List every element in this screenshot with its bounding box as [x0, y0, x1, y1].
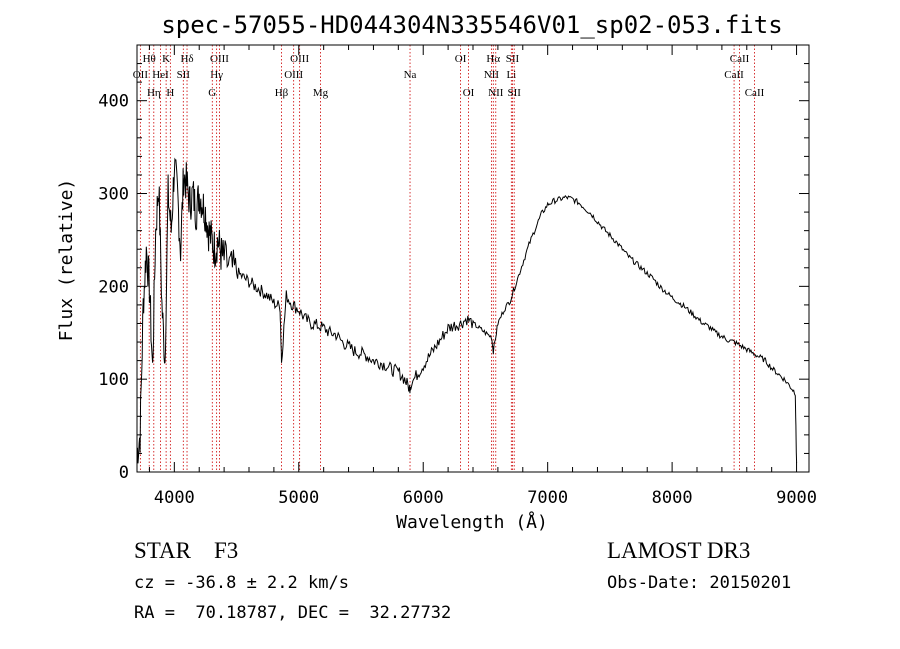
observation-date: Obs-Date: 20150201: [607, 573, 792, 593]
x-tick-label: 7000: [527, 488, 568, 508]
line-label-6: Hδ: [180, 53, 193, 65]
line-label-11: Hβ: [275, 87, 289, 99]
y-tick-label: 200: [98, 277, 129, 297]
line-label-4: HeI: [152, 69, 169, 81]
y-tick-label: 0: [119, 463, 129, 483]
plot-frame: [136, 44, 810, 473]
line-label-9: Hγ: [210, 69, 223, 81]
y-tick-label: 100: [98, 370, 129, 390]
line-label-26: CaII: [745, 87, 765, 99]
line-label-18: Hα: [486, 53, 500, 65]
line-label-8: OIII: [210, 53, 229, 65]
x-tick-label: 5000: [278, 488, 319, 508]
x-tick-label: 8000: [652, 488, 693, 508]
line-label-14: Mg: [313, 87, 329, 99]
line-label-1: Hθ: [143, 53, 156, 65]
spectral-line-markers: OII Hθ Hη K HeI H Hδ SII OIII Hγ G Hβ OIII OIII Mg Na OI…: [133, 45, 765, 472]
line-label-16: OI: [455, 53, 467, 65]
line-label-5: H: [166, 87, 174, 99]
x-tick-label: 4000: [154, 488, 195, 508]
line-label-12: OIII: [290, 53, 309, 65]
line-label-15: Na: [404, 69, 417, 81]
line-label-20: NII: [488, 87, 504, 99]
line-label-13: OIII: [284, 69, 303, 81]
line-label-25: CaII: [724, 69, 744, 81]
y-tick-label: 400: [98, 92, 129, 112]
object-class: STAR F3: [134, 538, 239, 563]
line-label-7: SII: [177, 69, 191, 81]
line-label-19: NII: [484, 69, 500, 81]
line-label-22: Li: [506, 69, 516, 81]
spectrum-line: [136, 157, 798, 464]
line-label-0: OII: [133, 69, 149, 81]
line-label-3: K: [162, 53, 170, 65]
radial-velocity: cz = -36.8 ± 2.2 km/s: [134, 573, 349, 593]
line-label-24: CaII: [730, 53, 750, 65]
x-tick-label: 6000: [403, 488, 444, 508]
line-label-21: SII: [506, 53, 520, 65]
line-label-10: G: [208, 87, 216, 99]
survey-name: LAMOST DR3: [607, 538, 751, 563]
y-tick-label: 300: [98, 185, 129, 205]
line-label-23: SII: [507, 87, 521, 99]
line-label-17: OI: [463, 87, 475, 99]
sky-coordinates: RA = 70.18787, DEC = 32.27732: [134, 603, 452, 623]
chart-title: spec-57055-HD044304N335546V01_sp02-053.f…: [161, 11, 782, 39]
y-axis-label: Flux (relative): [56, 179, 77, 342]
line-label-2: Hη: [147, 87, 161, 99]
x-axis-label: Wavelength (Å): [396, 511, 548, 533]
x-tick-label: 9000: [776, 488, 817, 508]
axis-ticks: 4000 5000 6000 7000 8000 9000 0 100 200 300 400: [98, 44, 817, 508]
